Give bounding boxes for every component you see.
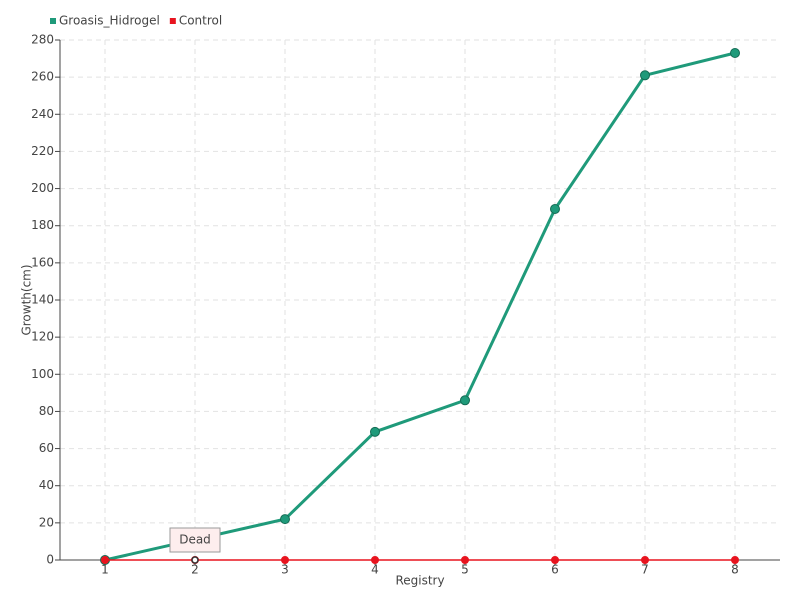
data-point bbox=[550, 204, 560, 214]
x-axis-label: Registry bbox=[395, 574, 444, 588]
data-point bbox=[280, 514, 290, 525]
tooltip-text: Dead bbox=[179, 533, 211, 547]
y-tick-label: 100 bbox=[31, 367, 54, 381]
series-line bbox=[104, 51, 736, 562]
data-point bbox=[460, 395, 470, 406]
x-tick-label: 3 bbox=[281, 563, 289, 577]
y-tick-label: 40 bbox=[39, 478, 54, 492]
y-tick-label: 140 bbox=[31, 293, 54, 307]
y-tick-label: 280 bbox=[31, 33, 54, 47]
x-tick-label: 6 bbox=[551, 563, 559, 577]
x-tick-label: 5 bbox=[461, 563, 469, 577]
y-tick-label: 120 bbox=[31, 330, 54, 344]
data-point bbox=[281, 556, 289, 564]
tooltip-box bbox=[169, 527, 221, 553]
data-point bbox=[640, 70, 650, 81]
y-tick-label: 0 bbox=[46, 553, 54, 567]
y-tick-label: 200 bbox=[31, 181, 54, 195]
data-point bbox=[731, 556, 739, 564]
y-tick-label: 80 bbox=[39, 404, 54, 418]
legend-label: Groasis_Hidrogel bbox=[59, 14, 160, 28]
data-point bbox=[370, 426, 380, 437]
y-tick-label: 180 bbox=[31, 218, 54, 232]
x-tick-label: 8 bbox=[731, 563, 739, 577]
y-tick-label: 20 bbox=[39, 515, 54, 529]
y-tick-label: 60 bbox=[39, 441, 54, 455]
y-tick-label: 260 bbox=[31, 70, 54, 84]
data-point bbox=[730, 48, 740, 58]
y-tick-label: 240 bbox=[31, 107, 54, 121]
highlight-point bbox=[191, 556, 199, 564]
y-axis-label: Growth(cm) bbox=[20, 264, 34, 335]
legend-label: Control bbox=[179, 14, 222, 28]
data-point bbox=[371, 556, 379, 564]
y-tick-label: 160 bbox=[31, 255, 54, 269]
y-tick-label: 220 bbox=[31, 144, 54, 158]
tooltip: Dead bbox=[169, 527, 221, 564]
data-point bbox=[461, 556, 469, 564]
data-point bbox=[101, 556, 109, 564]
legend-marker bbox=[169, 18, 176, 24]
legend-marker bbox=[50, 18, 56, 24]
x-tick-label: 4 bbox=[371, 563, 379, 577]
x-tick-label: 2 bbox=[191, 563, 199, 577]
x-tick-label: 7 bbox=[641, 563, 649, 577]
data-point bbox=[641, 556, 649, 564]
x-tick-label: 1 bbox=[101, 563, 109, 577]
data-point bbox=[551, 556, 559, 564]
